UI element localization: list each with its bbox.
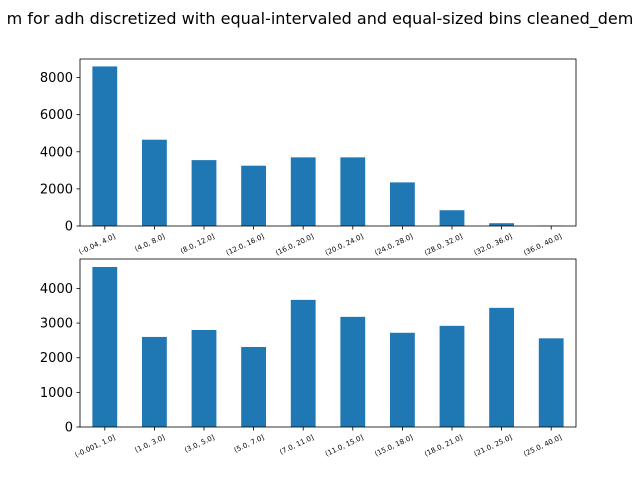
bar xyxy=(390,332,415,427)
bar xyxy=(191,160,217,226)
y-tick-label: 1000 xyxy=(40,386,73,401)
x-tick-label: (-0.04, 4.0] xyxy=(78,232,117,256)
x-tick-label: (-0.001, 1.0] xyxy=(74,433,117,459)
bar xyxy=(142,139,167,226)
bar xyxy=(340,157,366,226)
x-tick-label: (28.0, 32.0] xyxy=(423,232,464,257)
y-tick-label: 4000 xyxy=(40,282,73,297)
y-tick-label: 0 xyxy=(65,220,73,235)
bar xyxy=(290,157,316,226)
x-tick-label: (1.0, 3.0] xyxy=(134,433,167,454)
x-tick-label: (15.0, 18.0] xyxy=(374,433,415,458)
bar xyxy=(489,223,514,226)
x-tick-label: (12.0, 16.0] xyxy=(225,232,266,257)
x-tick-label: (21.0, 25.0] xyxy=(473,433,514,458)
x-tick-label: (25.0, 40.0] xyxy=(522,433,563,458)
x-tick-label: (7.0, 11.0] xyxy=(278,433,315,456)
y-tick-label: 2000 xyxy=(40,182,73,197)
top-histogram-chart: 0 2000 4000 6000 8000 (-0.04, 4.0] (4.0, 8.0] (… xyxy=(40,58,577,257)
bar xyxy=(92,66,118,226)
y-tick-label: 2000 xyxy=(40,351,73,366)
figure-title: m for adh discretized with equal-interva… xyxy=(7,9,634,29)
bar xyxy=(290,299,316,427)
bar xyxy=(439,325,465,427)
axes-frame xyxy=(79,58,577,227)
x-tick-label: (11.0, 15.0] xyxy=(324,433,365,458)
bar xyxy=(92,266,118,427)
x-tick-label: (18.0, 21.0] xyxy=(423,433,464,458)
x-tick-label: (16.0, 20.0] xyxy=(274,232,315,257)
x-tick-label: (3.0, 5.0] xyxy=(183,433,216,454)
x-tick-label: (5.0, 7.0] xyxy=(233,433,266,454)
x-tick-label: (32.0, 36.0] xyxy=(473,232,514,257)
bar xyxy=(241,165,266,226)
x-tick-label: (36.0, 40.0] xyxy=(522,232,563,257)
bar xyxy=(191,330,217,427)
bar xyxy=(489,307,514,427)
x-tick-label: (24.0, 28.0] xyxy=(374,232,415,257)
y-tick-label: 4000 xyxy=(40,145,73,160)
bar xyxy=(142,336,167,427)
y-tick-label: 3000 xyxy=(40,317,73,332)
axes-frame xyxy=(79,258,577,428)
x-tick-label: (20.0, 24.0] xyxy=(324,232,365,257)
y-tick-label: 6000 xyxy=(40,108,73,123)
x-tick-label: (8.0, 12.0] xyxy=(179,232,216,255)
bar xyxy=(439,210,465,226)
x-tick-label: (4.0, 8.0] xyxy=(134,232,167,253)
bar xyxy=(538,338,564,427)
bar xyxy=(390,182,415,226)
y-tick-label: 0 xyxy=(65,421,73,436)
bar xyxy=(340,316,366,427)
bar xyxy=(241,346,266,427)
bottom-histogram-chart: 0 1000 2000 3000 4000 (-0.001, 1.0] (1.0, 3.0]… xyxy=(40,258,577,459)
y-tick-label: 8000 xyxy=(40,71,73,86)
